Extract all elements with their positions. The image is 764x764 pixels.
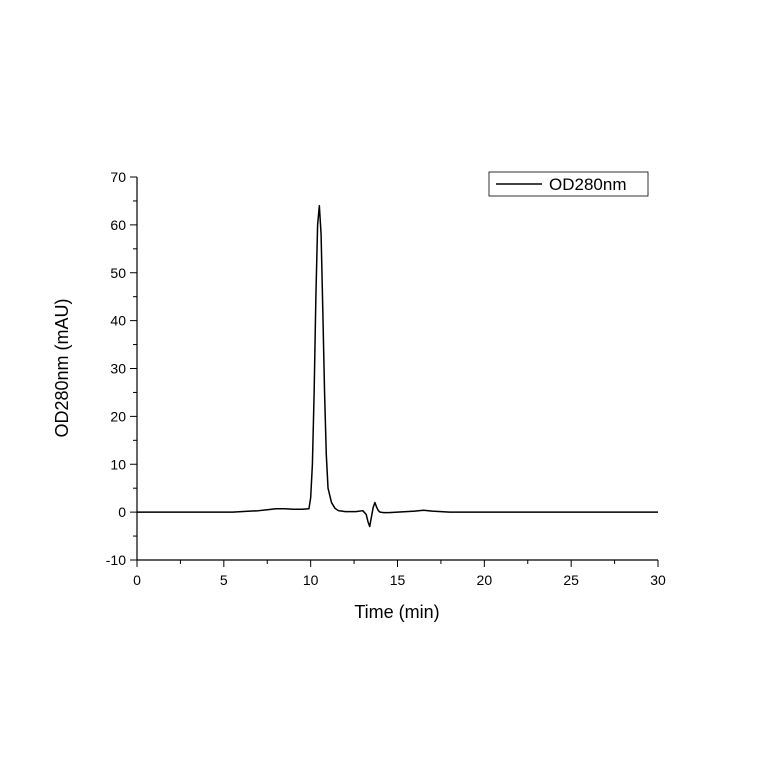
series-line-od280nm [137,204,658,528]
ticks: 0 5 10 15 20 25 30 -10 0 10 20 30 40 50 60 70 [106,169,666,588]
axes [136,177,658,561]
y-tick-label: 20 [110,408,126,424]
plot-area [137,204,658,528]
x-tick-label: 0 [133,572,141,588]
x-tick-label: 30 [650,572,666,588]
x-tick-label: 5 [220,572,228,588]
y-tick-label: -10 [106,552,126,568]
x-tick-label: 25 [563,572,579,588]
legend-label: OD280nm [549,175,626,194]
y-tick-label: 40 [110,313,126,329]
x-tick-label: 10 [303,572,319,588]
x-axis-title: Time (min) [354,602,439,622]
x-tick-label: 20 [477,572,493,588]
x-tick-label: 15 [390,572,406,588]
legend: OD280nm [488,171,649,197]
y-axis-title: OD280nm (mAU) [52,298,72,437]
y-tick-label: 50 [110,265,126,281]
y-tick-label: 30 [110,361,126,377]
y-tick-label: 10 [110,456,126,472]
y-tick-label: 0 [118,504,126,520]
y-tick-label: 70 [110,169,126,185]
y-tick-label: 60 [110,217,126,233]
